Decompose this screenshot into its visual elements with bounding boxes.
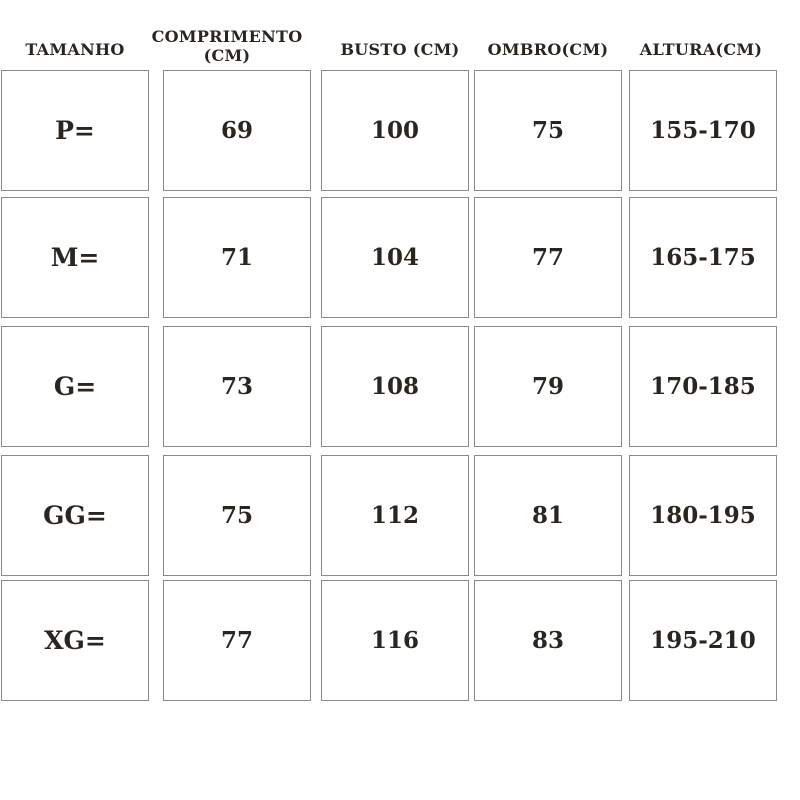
cell-busto: 116 <box>321 580 469 701</box>
cell-ombro: 83 <box>474 580 622 701</box>
header-ombro: OMBRO(CM) <box>487 40 609 59</box>
size-value: P= <box>55 116 95 145</box>
cell-ombro: 81 <box>474 455 622 576</box>
size-value: G= <box>53 372 97 401</box>
ombro-value: 83 <box>531 627 564 654</box>
altura-value: 155-170 <box>650 117 756 144</box>
busto-value: 112 <box>370 502 419 529</box>
busto-value: 116 <box>370 627 419 654</box>
cell-size: G= <box>1 326 149 447</box>
altura-value: 165-175 <box>650 244 756 271</box>
altura-value: 170-185 <box>650 373 756 400</box>
header-comprimento: COMPRIMENTO (CM) <box>152 27 303 65</box>
size-value: M= <box>50 243 100 272</box>
comprimento-value: 75 <box>220 502 253 529</box>
cell-ombro: 79 <box>474 326 622 447</box>
cell-comprimento: 75 <box>163 455 311 576</box>
cell-busto: 108 <box>321 326 469 447</box>
comprimento-value: 77 <box>220 627 253 654</box>
cell-ombro: 75 <box>474 70 622 191</box>
altura-value: 195-210 <box>650 627 756 654</box>
header-altura: ALTURA(CM) <box>639 40 763 59</box>
cell-size: XG= <box>1 580 149 701</box>
cell-altura: 170-185 <box>629 326 777 447</box>
ombro-value: 79 <box>531 373 564 400</box>
comprimento-value: 69 <box>220 117 253 144</box>
cell-altura: 195-210 <box>629 580 777 701</box>
header-tamanho: TAMANHO <box>25 40 125 59</box>
cell-altura: 155-170 <box>629 70 777 191</box>
cell-altura: 165-175 <box>629 197 777 318</box>
cell-comprimento: 71 <box>163 197 311 318</box>
ombro-value: 81 <box>531 502 564 529</box>
cell-busto: 104 <box>321 197 469 318</box>
cell-size: P= <box>1 70 149 191</box>
cell-ombro: 77 <box>474 197 622 318</box>
comprimento-value: 73 <box>220 373 253 400</box>
ombro-value: 75 <box>531 117 564 144</box>
cell-altura: 180-195 <box>629 455 777 576</box>
cell-size: GG= <box>1 455 149 576</box>
altura-value: 180-195 <box>650 502 756 529</box>
busto-value: 108 <box>370 373 419 400</box>
cell-size: M= <box>1 197 149 318</box>
ombro-value: 77 <box>531 244 564 271</box>
cell-busto: 100 <box>321 70 469 191</box>
cell-busto: 112 <box>321 455 469 576</box>
cell-comprimento: 77 <box>163 580 311 701</box>
header-comprimento-line1: COMPRIMENTO <box>151 27 303 46</box>
busto-value: 100 <box>370 117 419 144</box>
busto-value: 104 <box>370 244 419 271</box>
header-busto: BUSTO (CM) <box>340 40 460 59</box>
size-value: GG= <box>43 501 107 530</box>
cell-comprimento: 73 <box>163 326 311 447</box>
cell-comprimento: 69 <box>163 70 311 191</box>
size-value: XG= <box>44 626 106 655</box>
header-comprimento-line2: (CM) <box>203 46 251 65</box>
comprimento-value: 71 <box>220 244 253 271</box>
